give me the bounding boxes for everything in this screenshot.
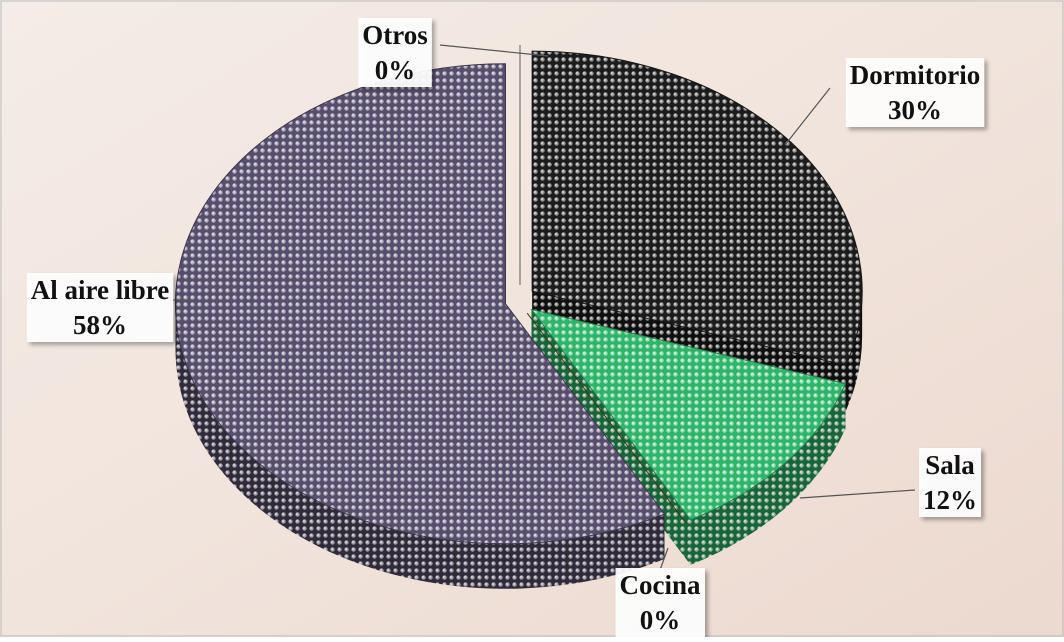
- leader-line: [799, 489, 916, 499]
- data-label: Cocina 0%: [615, 568, 705, 637]
- slice-side: [175, 303, 665, 589]
- data-label: Al aire libre 58%: [26, 273, 174, 342]
- slice-side: [690, 383, 846, 565]
- category-label: Dormitorio: [850, 60, 980, 90]
- category-label: Al aire libre: [31, 275, 169, 305]
- slice: [531, 50, 863, 366]
- labels: Dormitorio 30% Sala 12% Cocina 0% Al aire libr…: [26, 18, 985, 637]
- leader-line: [439, 44, 549, 57]
- category-label: Otros: [362, 20, 428, 50]
- slice: [530, 308, 847, 521]
- label-box: [358, 18, 432, 87]
- label-box: [919, 448, 981, 517]
- value-label: 30%: [888, 95, 942, 125]
- value-label: 0%: [375, 55, 416, 85]
- category-label: Cocina: [620, 570, 702, 600]
- slice: [175, 63, 666, 545]
- value-label: 58%: [73, 310, 127, 340]
- slice: [526, 312, 687, 524]
- label-box: [615, 568, 705, 637]
- pie: [175, 45, 863, 589]
- label-box: [845, 58, 985, 127]
- data-label: Dormitorio 30%: [845, 58, 985, 127]
- data-label: Otros 0%: [358, 18, 432, 87]
- value-label: 12%: [923, 485, 977, 515]
- category-label: Sala: [925, 450, 975, 480]
- leader-line: [784, 87, 831, 146]
- label-box: [26, 273, 174, 342]
- slice-side: [845, 291, 863, 411]
- leader-line: [659, 547, 669, 571]
- data-label: Sala 12%: [919, 448, 981, 517]
- value-label: 0%: [640, 605, 681, 635]
